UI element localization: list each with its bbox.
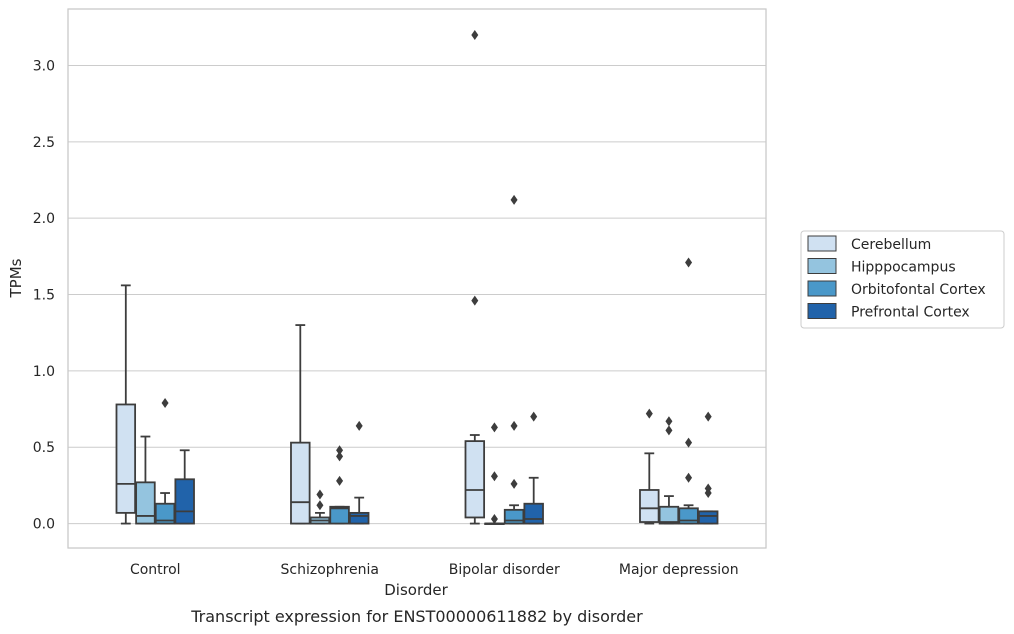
box-2-3 — [523, 411, 544, 525]
outlier-point — [490, 422, 498, 433]
y-tick-label: 2.5 — [33, 135, 55, 151]
outlier-point — [490, 513, 498, 524]
outlier-point — [685, 257, 693, 268]
box-iqr — [154, 502, 176, 525]
outlier-point — [704, 483, 712, 494]
y-tick-label: 2.0 — [33, 211, 55, 227]
y-axis-label: TPMs — [7, 258, 25, 298]
box-3-1 — [658, 416, 680, 525]
outlier-point — [490, 471, 498, 482]
outlier-point — [685, 437, 693, 448]
box-iqr — [290, 441, 311, 525]
box-iqr — [658, 505, 680, 525]
grid-lines — [68, 64, 766, 525]
outlier-point — [645, 408, 653, 419]
x-tick-label: Control — [130, 562, 181, 578]
y-tick-label: 0.5 — [33, 440, 55, 456]
plot-frame — [67, 8, 767, 549]
y-tick-label: 0.0 — [33, 517, 55, 533]
outlier-point — [510, 194, 518, 205]
legend-swatch — [807, 258, 837, 274]
box-iqr — [523, 502, 544, 525]
chart-caption: Transcript expression for ENST0000061188… — [190, 607, 643, 626]
legend-label: Prefrontal Cortex — [851, 305, 970, 321]
legend-frame — [800, 230, 1005, 329]
box-1-3 — [348, 420, 370, 525]
box-iqr — [697, 510, 719, 525]
legend-label: Hipppocampus — [851, 260, 956, 276]
outlier-point — [704, 411, 712, 422]
box-iqr — [348, 511, 370, 525]
outlier-point — [336, 445, 344, 456]
box-3-0 — [639, 408, 660, 525]
legend-swatch — [807, 280, 837, 297]
outlier-point — [685, 472, 693, 483]
box-2-0 — [464, 29, 486, 525]
y-tick-label: 1.5 — [33, 288, 55, 304]
outlier-point — [336, 475, 344, 486]
outlier-point — [336, 451, 344, 462]
box-1-0 — [290, 324, 311, 525]
box-1-1 — [309, 489, 331, 525]
y-tick-labels: 0.0 0.5 1.0 1.5 2.0 2.5 3.0 — [33, 58, 55, 532]
box-0-3 — [174, 449, 195, 525]
box-iqr — [115, 403, 137, 514]
box-3-2 — [678, 257, 699, 525]
box-2-2 — [503, 194, 525, 525]
plot-boxes — [115, 29, 719, 525]
outlier-point — [316, 500, 324, 511]
box-1-2 — [329, 445, 350, 525]
legend-label: Cerebellum — [851, 237, 931, 253]
x-axis-label: Disorder — [384, 581, 448, 599]
x-tick-label: Schizophrenia — [281, 562, 379, 578]
outlier-point — [510, 478, 518, 489]
box-2-1 — [484, 422, 505, 525]
legend-swatch — [807, 303, 837, 319]
y-tick-label: 3.0 — [33, 58, 55, 74]
box-iqr — [329, 505, 350, 525]
box-iqr — [639, 489, 660, 523]
x-tick-label: Bipolar disorder — [449, 562, 560, 578]
outlier-point — [665, 416, 673, 427]
outlier-point — [471, 295, 479, 306]
box-iqr — [174, 478, 195, 525]
outlier-point — [530, 411, 538, 422]
legend: Cerebellum Hipppocampus Orbitofontal Corte… — [800, 230, 1005, 329]
outlier-point — [355, 420, 363, 431]
outlier-point — [161, 397, 169, 408]
outlier-point — [665, 425, 673, 436]
box-0-2 — [154, 397, 176, 525]
x-tick-label: Major depression — [619, 562, 739, 578]
x-tick-labels: Control Schizophrenia Bipolar disorder Majo… — [130, 562, 739, 578]
box-iqr — [464, 440, 486, 519]
box-3-3 — [697, 411, 719, 525]
outlier-point — [510, 420, 518, 431]
y-tick-label: 1.0 — [33, 364, 55, 380]
box-iqr — [135, 481, 156, 525]
legend-swatch — [807, 235, 837, 252]
legend-label: Orbitofontal Cortex — [851, 282, 986, 298]
outlier-point — [316, 489, 324, 500]
box-0-1 — [135, 435, 156, 525]
box-0-0 — [115, 284, 137, 525]
box-iqr — [503, 508, 525, 525]
outlier-point — [471, 29, 479, 40]
